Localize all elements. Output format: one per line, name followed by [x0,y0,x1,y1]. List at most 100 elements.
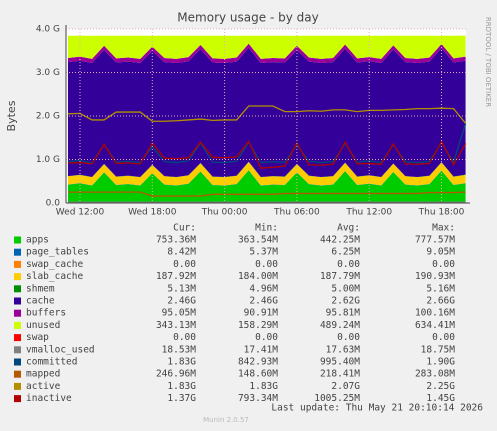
legend-stat: 184.00M [238,271,278,282]
legend-stat: 18.53M [162,344,197,355]
legend-label: page_tables [26,247,89,258]
stat-header: Cur: [173,223,196,234]
legend-stat: 283.08M [415,369,455,380]
legend-stat: 95.05M [162,308,197,319]
legend-stat: 4.96M [249,283,278,294]
legend-stat: 2.66G [426,296,455,307]
legend-swatch [14,382,21,390]
area [67,43,466,63]
legend-stat: 753.36M [156,235,196,246]
legend-label: cache [26,296,55,307]
legend-stat: 100.16M [415,308,455,319]
footer: Munin 2.0.57 [203,416,249,424]
legend-stat: 634.41M [415,320,455,331]
legend-label: unused [26,320,60,331]
legend-label: committed [26,357,77,368]
stat-header: Avg: [337,223,360,234]
legend-stat: 1.90G [426,357,455,368]
legend-stat: 17.63M [326,344,361,355]
x-tick-label: Thu 18:00 [418,208,465,218]
legend-label: apps [26,235,49,246]
legend-label: vmalloc_used [26,344,95,355]
chart-title: Memory usage - by day [177,11,318,25]
legend-stat: 442.25M [320,235,360,246]
legend-label: slab_cache [26,271,83,282]
y-tick-label: 0.0 [46,199,61,209]
area [67,161,466,186]
legend-stat: 187.79M [320,271,360,282]
legend-stat: 2.46G [249,296,278,307]
legend-stat: 6.25M [331,247,360,258]
legend-stat: 0.00 [337,259,360,270]
legend-stat: 0.00 [432,259,455,270]
legend-stat: 246.96M [156,369,196,380]
legend-stat: 2.25G [426,381,455,392]
legend-swatch [14,346,21,354]
legend-swatch [14,334,21,342]
legend-stat: 793.34M [238,393,278,404]
legend-stat: 18.75M [421,344,456,355]
legend-stat: 1005.25M [314,393,360,404]
line [67,105,467,124]
y-tick-label: 2.0 G [36,112,60,122]
area [67,170,466,203]
legend-stat: 158.29M [238,320,278,331]
legend-swatch [14,395,21,403]
legend-label: mapped [26,369,60,380]
legend-swatch [14,321,21,329]
legend-stat: 777.57M [415,235,455,246]
legend-swatch [14,236,21,244]
legend-label: swap_cache [26,259,83,270]
legend-swatch [14,309,21,317]
y-tick-label: 1.0 G [36,155,60,165]
legend-swatch [14,370,21,378]
legend-stat: 8.42M [167,247,196,258]
legend-stat: 2.62G [331,296,360,307]
legend-stat: 343.13M [156,320,196,331]
legend-stat: 190.93M [415,271,455,282]
legend-label: shmem [26,283,55,294]
side-note: RRDTOOL / TOBI OETIKER [484,17,492,107]
legend-stat: 0.00 [255,332,278,343]
legend-stat: 995.40M [320,357,360,368]
legend-stat: 2.07G [331,381,360,392]
legend-swatch [14,273,21,281]
legend-label: swap [26,332,49,343]
legend-stat: 1.83G [249,381,278,392]
legend-stat: 5.00M [331,283,360,294]
x-tick-label: Wed 18:00 [128,208,177,218]
legend-stat: 218.41M [320,369,360,380]
stat-header: Min: [255,223,278,234]
legend-stat: 90.91M [244,308,279,319]
legend-stat: 1.37G [167,393,196,404]
legend-stat: 489.24M [320,320,360,331]
stat-header: Max: [432,223,455,234]
legend-label: buffers [26,308,66,319]
legend-swatch [14,248,21,256]
legend-stat: 1.45G [426,393,455,404]
legend-stat: 17.41M [244,344,279,355]
legend-stat: 0.00 [173,259,196,270]
legend-stat: 0.00 [432,332,455,343]
x-tick-label: Thu 12:00 [345,208,392,218]
x-tick-label: Thu 00:00 [201,208,248,218]
legend-stat: 0.00 [255,259,278,270]
legend-stat: 5.16M [426,283,455,294]
legend-label: inactive [26,393,72,404]
y-tick-label: 4.0 G [36,25,60,35]
area [67,35,466,59]
line [67,191,466,197]
y-tick-label: 3.0 G [36,68,60,78]
legend-stat: 2.46G [167,296,196,307]
legend-swatch [14,297,21,305]
legend-swatch [14,358,21,366]
x-tick-label: Thu 06:00 [273,208,320,218]
legend-stat: 5.37M [249,247,278,258]
legend-label: active [26,381,61,392]
legend-swatch [14,285,21,293]
legend-stat: 363.54M [238,235,278,246]
legend-swatch [14,260,21,268]
legend-stat: 0.00 [337,332,360,343]
legend-stat: 1.83G [167,357,196,368]
